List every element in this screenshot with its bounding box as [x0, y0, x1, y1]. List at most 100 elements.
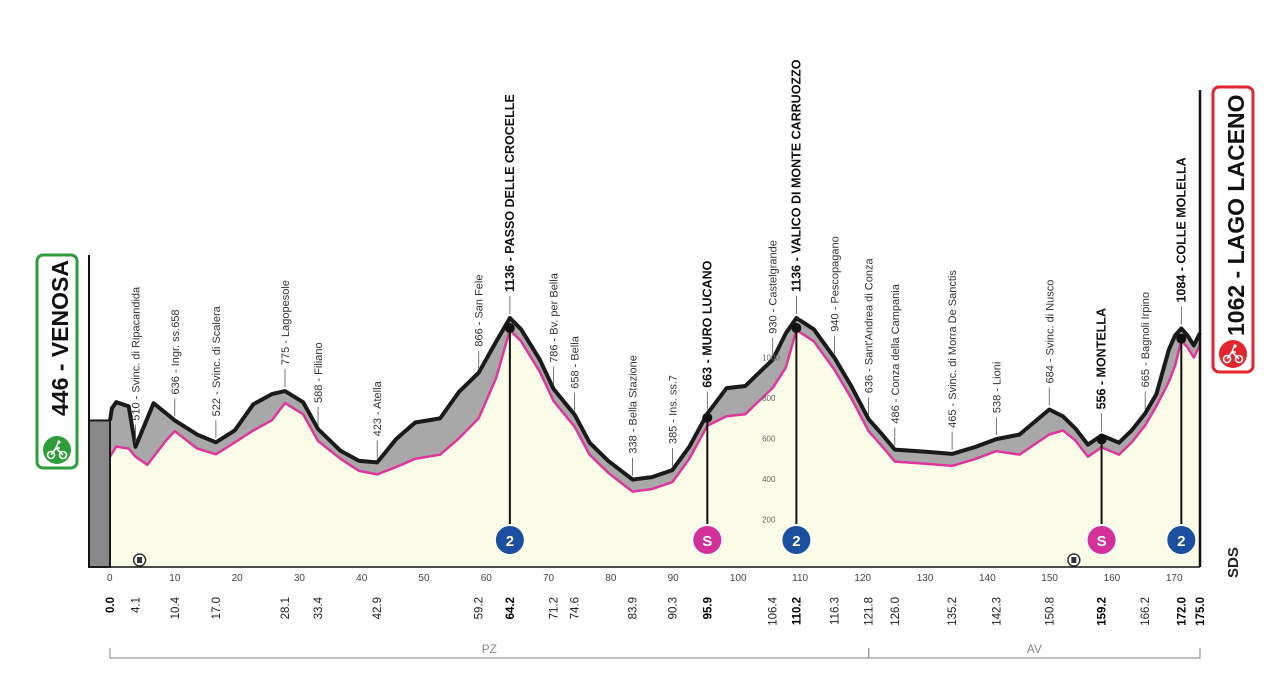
altitude-scale-label: 800 [762, 394, 776, 403]
climb-badge-label: S [702, 533, 712, 550]
waypoint-label: 684 - Svinc. di Nusco [1044, 280, 1056, 384]
altitude-scale-label: 1000 [762, 354, 780, 363]
tunnel-markers [132, 553, 1081, 567]
waypoint-label: 930 - Castelgrande [768, 240, 780, 334]
distance-scale-label: 70 [543, 573, 555, 584]
km-marker-label: 172.0 [1176, 597, 1188, 626]
region-label: AV [1027, 642, 1042, 656]
distance-scale-label: 110 [792, 573, 808, 584]
km-marker-label: 28.1 [280, 597, 292, 619]
km-marker-label: 159.2 [1097, 597, 1109, 626]
distance-scale-label: 120 [854, 573, 871, 584]
profile-outline [108, 316, 1202, 482]
distance-scale-label: 20 [232, 573, 244, 584]
distance-scale-label: 10 [169, 573, 181, 584]
climb-dot [702, 412, 713, 423]
waypoint-label: 522 - Svinc. di Scalera [211, 305, 223, 416]
km-marker-label: 142.3 [991, 597, 1003, 626]
start-wall [88, 419, 111, 568]
km-marker-label: 150.8 [1044, 597, 1056, 626]
climb-badge-label: 2 [1177, 533, 1185, 550]
km-marker-label: 95.9 [702, 597, 714, 619]
cyclist-glyph-finish [1222, 346, 1244, 364]
km-marker-label: 90.3 [667, 597, 679, 619]
waypoint-label: 338 - Bella Stazione [628, 355, 640, 453]
waypoint-label: 1084 - COLLE MOLELLA [1174, 157, 1188, 302]
finish-label: 1062 - LAGO LACENO [1223, 94, 1249, 336]
waypoint-label: 940 - Pescopagano [829, 236, 841, 331]
km-marker-label: 166.2 [1140, 597, 1152, 626]
distance-scale-label: 60 [481, 573, 493, 584]
waypoint-label: 866 - San Fele [474, 275, 486, 347]
region-brackets: PZ AV [109, 642, 1201, 659]
waypoint-label: 636 - Sant'Andrea di Conza [864, 258, 876, 394]
km-marker-label: 33.4 [313, 596, 325, 619]
climb-dot [1096, 434, 1107, 445]
km-marker-label: 83.9 [628, 597, 640, 619]
waypoint-label: 588 - Filiano [313, 342, 325, 403]
altitude-scale-label: 200 [762, 516, 776, 525]
waypoint-label: 510 - Svinc. di Ripacandida [131, 286, 143, 421]
altitude-scale-label: 600 [762, 435, 776, 444]
km-marker-label: 116.3 [829, 597, 841, 625]
km-marker-label: 106.4 [768, 596, 780, 625]
km-marker-label: 59.2 [474, 597, 486, 619]
km-marker-label: 110.2 [791, 597, 803, 625]
waypoint-label: 636 - Ingr. ss.658 [170, 309, 182, 394]
km-marker-label: 0.0 [105, 597, 117, 613]
km-marker-label: 74.6 [570, 597, 582, 619]
distance-scale-label: 140 [979, 573, 996, 584]
waypoint-label: 465 - Svinc. di Morra De Sanctis [947, 270, 959, 428]
sprint-badge-icon [1085, 524, 1118, 556]
km-marker-label: 71.2 [548, 597, 560, 619]
region-bracket [868, 648, 1201, 659]
waypoint-label: 486 - Conza della Campania [890, 283, 902, 423]
waypoint-label: 663 - MURO LUCANO [700, 260, 714, 387]
waypoint-label: 538 - Lioni [991, 362, 1003, 413]
distance-scale-label: 0 [107, 573, 113, 584]
road-line [108, 328, 1202, 493]
km-marker-label: 121.8 [864, 597, 876, 626]
waypoint-label: 658 - Bella [570, 335, 582, 388]
waypoint-label: 423 - Atella [372, 380, 384, 436]
distance-scale-label: 160 [1104, 573, 1121, 584]
climb-badge-label: 2 [792, 533, 800, 550]
km-marker-label: 10.4 [170, 596, 182, 619]
distance-scale-label: 130 [917, 573, 934, 584]
distance-scale-label: 50 [418, 573, 430, 584]
cyclist-glyph [46, 442, 68, 460]
distance-scale-label: 100 [730, 573, 747, 584]
km-marker-label: 126.0 [890, 597, 902, 626]
km-marker-label: 64.2 [505, 597, 517, 619]
distance-scale-label: 170 [1166, 573, 1183, 584]
finish-badge: 1062 - LAGO LACENO [1211, 85, 1255, 374]
distance-scale-label: 80 [605, 573, 617, 584]
climb-dot [504, 323, 515, 333]
km-marker-label: 42.9 [372, 597, 384, 619]
distance-scale-label: 150 [1041, 573, 1058, 584]
distance-scale-label: 90 [668, 573, 680, 584]
waypoint-label: 1136 - PASSO DELLE CROCELLE [503, 94, 517, 292]
climb-badge-label: S [1097, 533, 1107, 550]
climb-dot [1176, 333, 1187, 344]
altitude-scale-label: 400 [762, 475, 776, 484]
km-marker-label: 17.0 [211, 597, 223, 619]
km-markers: 0.0 4.1 10.4 17.0 28.1 33.4 42.9 59.2 64.2 71.2 74… [105, 596, 1207, 625]
km-marker-label: 175.0 [1195, 597, 1207, 626]
waypoint-label: 665 - Bagnoli Irpino [1140, 292, 1152, 387]
waypoint-label: 556 - MONTELLA [1095, 308, 1109, 409]
waypoints: 510 - Svinc. di Ripacandida 636 - Ingr. s… [131, 59, 1188, 476]
waypoint-label: 385 - Ins. ss.7 [667, 375, 679, 444]
sds-label: SDS [1225, 547, 1242, 578]
distance-scale-label: 30 [294, 573, 306, 584]
gpm-badge-icon [780, 524, 813, 556]
waypoint-label: 1136 - VALICO DI MONTE CARRUOZZO [789, 59, 803, 292]
tunnel-icon-inner [137, 557, 143, 563]
climb-dot [791, 323, 802, 333]
tunnel-icon-inner [1071, 557, 1077, 563]
waypoint-label: 775 - Lagopesole [280, 280, 292, 365]
region-label: PZ [482, 642, 497, 656]
waypoint-label: 786 - Bv. per Bella [548, 272, 560, 363]
